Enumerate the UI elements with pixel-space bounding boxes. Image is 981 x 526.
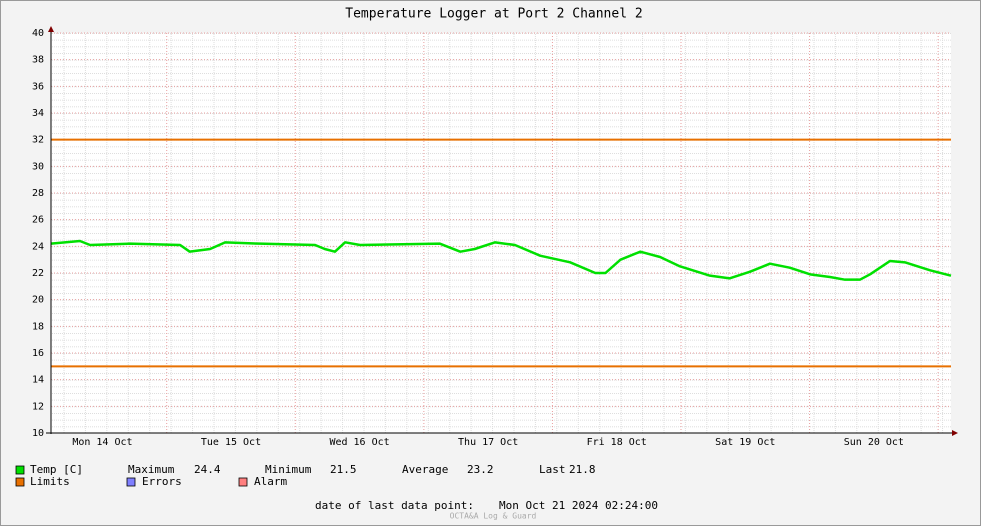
footer-label: date of last data point: — [315, 499, 474, 512]
y-tick-label: 12 — [32, 401, 44, 412]
legend-label: Limits — [30, 475, 70, 488]
series-line — [50, 239, 952, 281]
footer-date: Mon Oct 21 2024 02:24:00 — [499, 499, 658, 512]
x-tick-label: Thu 17 Oct — [458, 437, 518, 448]
legend-label: Temp [C] — [30, 463, 83, 476]
y-tick-label: 36 — [32, 81, 44, 92]
y-tick-label: 18 — [32, 321, 44, 332]
y-tick-label: 24 — [32, 241, 44, 252]
watermark: OCTA&A Log & Guard — [450, 512, 537, 521]
x-tick-label: Sun 20 Oct — [844, 437, 904, 448]
legend-swatch — [126, 477, 136, 487]
y-tick-label: 28 — [32, 188, 44, 199]
stat-value: 24.4 — [194, 463, 221, 476]
y-tick-label: 40 — [32, 28, 44, 39]
x-tick-label: Tue 15 Oct — [201, 437, 261, 448]
y-tick-label: 20 — [32, 295, 44, 306]
y-tick-label: 34 — [32, 108, 44, 119]
y-tick-label: 38 — [32, 55, 44, 66]
x-tick-label: Sat 19 Oct — [715, 437, 775, 448]
stat-label: Last — [539, 463, 566, 476]
stat-label: Maximum — [128, 463, 175, 476]
y-tick-label: 26 — [32, 215, 44, 226]
minor-grid — [51, 33, 951, 433]
legend-swatch — [238, 477, 248, 487]
legend-swatch — [15, 465, 25, 475]
y-tick-label: 22 — [32, 268, 44, 279]
stat-value: 21.8 — [569, 463, 596, 476]
y-tick-label: 14 — [32, 375, 44, 386]
legend-label: Alarm — [254, 475, 287, 488]
legend-swatch — [15, 477, 25, 487]
y-tick-label: 10 — [32, 428, 44, 439]
stat-label: Average — [402, 463, 448, 476]
legend-label: Errors — [142, 475, 182, 488]
y-tick-label: 32 — [32, 135, 44, 146]
legend: Temp [C] Maximum 24.4 Minimum 21.5 Average 23.… — [15, 463, 596, 488]
stat-value: 21.5 — [330, 463, 357, 476]
plot — [50, 138, 952, 368]
chart-title: Temperature Logger at Port 2 Channel 2 — [345, 7, 642, 22]
y-tick-label: 30 — [32, 161, 44, 172]
x-tick-label: Mon 14 Oct — [72, 437, 132, 448]
y-tick-label: 16 — [32, 348, 44, 359]
stat-value: 23.2 — [467, 463, 494, 476]
stat-label: Minimum — [265, 463, 312, 476]
x-tick-label: Wed 16 Oct — [329, 437, 389, 448]
x-tick-label: Fri 18 Oct — [587, 437, 647, 448]
